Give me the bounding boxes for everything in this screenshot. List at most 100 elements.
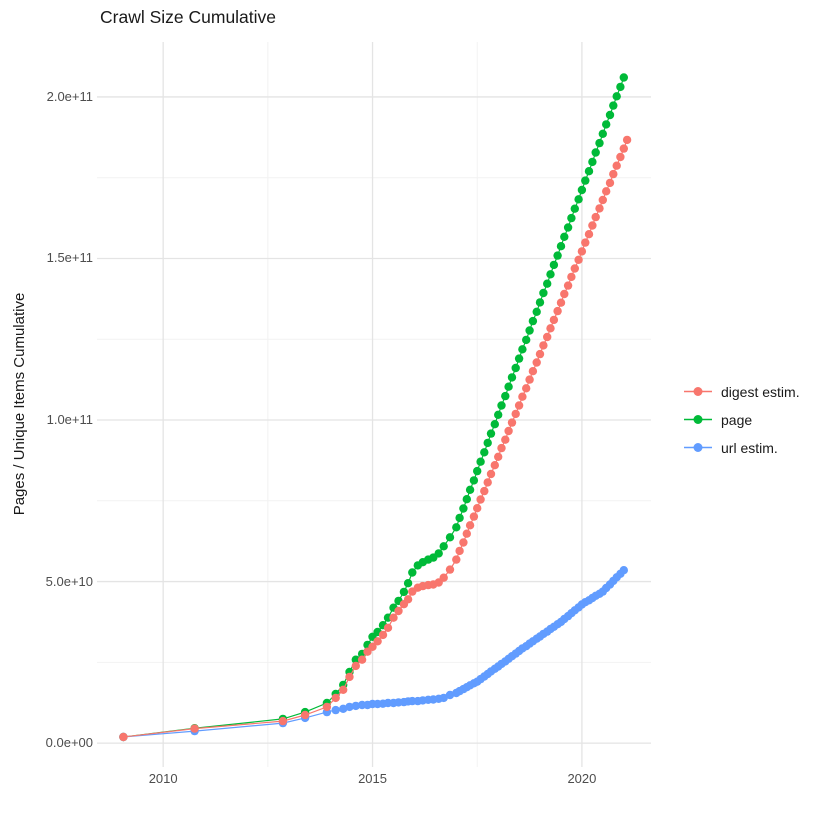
data-point [556,298,566,307]
data-point [577,185,587,195]
data-point [439,573,448,582]
data-point [445,690,455,700]
data-point [465,521,475,530]
data-point [602,120,611,129]
data-point [399,587,409,597]
data-point [504,382,513,391]
data-point [403,595,413,604]
legend-key-page-icon [684,415,712,424]
data-point [378,630,388,640]
data-point [532,307,541,316]
legend-label: page [721,411,753,428]
data-point [574,255,583,264]
data-point [522,384,531,393]
data-point [522,335,531,345]
data-point [465,485,475,494]
legend-key-digest-estim-icon [684,387,712,396]
data-point [619,566,628,575]
data-point [525,326,534,335]
data-point [546,270,555,279]
data-point [591,212,600,222]
y-tick-label: 2.0e+11 [46,88,93,104]
data-point [351,661,360,671]
data-point [553,251,562,260]
data-point [577,247,587,256]
data-point [511,363,520,373]
data-point [501,435,510,444]
data-point [616,152,625,162]
data-point [373,637,382,646]
legend-key-url-estim-icon [684,443,712,452]
data-point [455,546,464,556]
data-point [539,288,548,298]
data-point [549,315,559,325]
data-point [609,101,618,110]
data-point [480,486,489,496]
data-point [598,195,607,205]
data-point [595,138,604,148]
data-point [476,495,485,504]
data-point [445,565,455,574]
data-point [497,401,506,410]
data-point [339,704,348,713]
data-point [462,495,471,504]
data-point [452,523,461,532]
data-point [612,161,621,170]
data-point [514,354,524,363]
data-point [560,232,569,241]
y-tick-label: 1.5e+11 [46,250,93,266]
data-point [494,410,503,419]
data-point [543,279,552,288]
data-point [403,579,413,588]
data-point [619,73,628,82]
data-point [616,82,625,92]
legend: digest estim. page url estim. [683,384,800,468]
data-point [539,341,548,350]
legend-item-url-estim: url estim. [683,439,800,456]
data-point [322,702,332,712]
data-point [445,533,455,542]
data-point [528,316,538,326]
data-point [408,568,417,577]
data-point [556,242,566,251]
x-tick-label: 2020 [567,771,597,786]
data-point [570,204,579,213]
data-point [490,420,499,429]
series-url-estim [119,566,628,742]
data-point [368,642,377,651]
data-point [504,426,513,436]
data-point [190,724,199,733]
data-point [602,187,611,196]
legend-label: url estim. [721,439,778,456]
data-point [581,238,590,247]
data-point [546,324,555,333]
x-tick-label: 2015 [358,771,387,786]
data-point [570,264,579,273]
series-digest-estim [119,135,632,742]
data-point [476,457,485,466]
data-point [553,306,562,316]
data-point [605,110,615,120]
data-point [584,230,594,239]
data-point [486,429,496,438]
x-tick-label: 2010 [148,771,178,786]
data-point [469,476,479,485]
data-point [584,167,594,176]
data-point [331,705,340,715]
data-point [339,685,348,694]
data-point [300,710,310,720]
data-point [331,693,340,703]
data-point [507,373,517,382]
data-point [383,623,393,632]
data-point [462,529,471,538]
data-point [389,613,398,622]
data-point [473,504,482,513]
y-tick-label: 0.0e+00 [45,735,93,751]
data-point [483,438,492,448]
data-point [588,157,597,167]
data-point [494,452,503,461]
data-point [514,401,524,410]
data-point [591,148,600,157]
data-point [439,542,448,551]
